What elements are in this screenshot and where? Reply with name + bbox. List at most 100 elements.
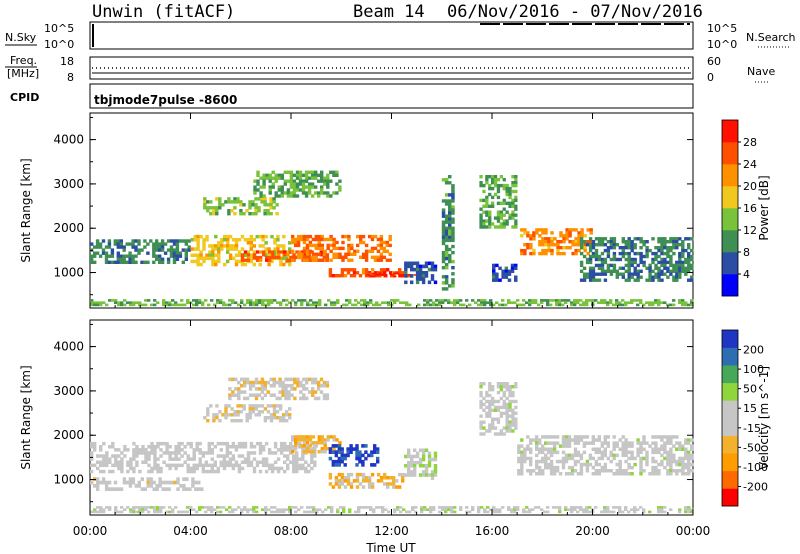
scatter-cell xyxy=(603,257,608,262)
scatter-cell xyxy=(208,253,212,257)
scatter-cell xyxy=(326,182,330,186)
scatter-cell xyxy=(114,460,118,464)
scatter-cell xyxy=(546,510,550,514)
scatter-cell xyxy=(345,299,349,302)
scatter-cell xyxy=(341,258,345,262)
scatter-cell xyxy=(303,299,307,302)
scatter-cell xyxy=(651,459,655,464)
scatter-cell xyxy=(462,303,466,307)
scatter-cell xyxy=(343,485,348,489)
scatter-cell xyxy=(308,240,313,245)
scatter-cell xyxy=(289,182,294,186)
scatter-cell xyxy=(690,444,694,448)
scatter-cell xyxy=(636,450,640,455)
scatter-cell xyxy=(261,303,265,307)
scatter-cell xyxy=(203,203,207,207)
scatter-cell xyxy=(547,248,551,253)
scatter-cell xyxy=(138,448,142,452)
scatter-cell xyxy=(600,251,605,256)
scatter-cell xyxy=(376,249,381,253)
scatter-cell xyxy=(565,246,569,250)
scatter-cell xyxy=(119,257,123,261)
scatter-cell xyxy=(413,454,417,459)
scatter-cell xyxy=(597,243,602,247)
colorbar-tick-label: 15 xyxy=(743,402,757,415)
scatter-cell xyxy=(158,248,162,252)
scatter-cell xyxy=(276,238,280,242)
scatter-cell xyxy=(510,269,515,273)
scatter-cell xyxy=(177,441,181,446)
scatter-cell xyxy=(364,243,369,248)
colorbar-segment xyxy=(722,142,738,165)
scatter-cell xyxy=(236,419,240,423)
scatter-cell xyxy=(672,303,676,307)
scatter-cell xyxy=(223,262,227,267)
scatter-cell xyxy=(258,469,263,474)
scatter-cell xyxy=(687,251,691,256)
scatter-cell xyxy=(257,387,262,391)
scatter-cell xyxy=(444,253,449,258)
scatter-cell xyxy=(413,261,417,266)
scatter-cell xyxy=(249,244,253,248)
scatter-cell xyxy=(147,510,151,514)
scatter-cell xyxy=(131,477,136,481)
scatter-cell xyxy=(546,301,550,304)
scatter-cell xyxy=(320,234,324,239)
scatter-cell xyxy=(105,457,109,461)
scatter-cell xyxy=(329,258,333,262)
scatter-cell xyxy=(597,254,602,259)
scatter-cell xyxy=(355,479,360,483)
scatter-cell xyxy=(251,404,255,408)
xtick-label: 04:00 xyxy=(173,524,208,538)
scatter-cell xyxy=(228,377,232,382)
scatter-cell xyxy=(262,194,266,198)
scatter-cell xyxy=(382,246,386,251)
scatter-cell xyxy=(316,383,321,388)
scatter-cell xyxy=(488,175,492,179)
scatter-cell xyxy=(264,303,268,307)
scatter-cell xyxy=(645,450,649,455)
scatter-cell xyxy=(271,170,275,174)
scatter-region-1 xyxy=(190,234,292,267)
scatter-cell xyxy=(489,508,493,511)
scatter-cell xyxy=(119,260,123,264)
scatter-cell xyxy=(117,466,121,471)
scatter-cell xyxy=(276,469,281,474)
scatter-cell xyxy=(675,269,679,273)
scatter-cell xyxy=(209,404,213,408)
scatter-cell xyxy=(687,246,691,250)
scatter-cell xyxy=(420,510,424,514)
scatter-cell xyxy=(552,450,557,455)
scatter-cell xyxy=(129,466,133,471)
scatter-cell xyxy=(184,248,188,252)
scatter-cell xyxy=(180,299,184,302)
scatter-cell xyxy=(301,173,306,177)
scatter-cell xyxy=(636,263,640,268)
scatter-cell xyxy=(615,301,619,304)
scatter-cell xyxy=(567,453,572,458)
plot-frame xyxy=(89,112,694,309)
scatter-cell xyxy=(226,234,230,239)
scatter-cell xyxy=(199,256,203,261)
scatter-cell xyxy=(681,469,685,473)
scatter-cell xyxy=(612,269,617,273)
scatter-cell xyxy=(373,234,378,239)
scatter-cell xyxy=(282,247,286,251)
scatter-cell xyxy=(246,256,251,261)
scatter-cell xyxy=(266,380,270,385)
scatter-cell xyxy=(231,238,236,242)
scatter-cell xyxy=(96,460,100,464)
scatter-cell xyxy=(218,419,222,423)
scatter-cell xyxy=(612,447,616,451)
scatter-cell xyxy=(558,508,562,511)
scatter-cell xyxy=(444,238,449,243)
scatter-cell xyxy=(295,182,300,186)
scatter-region-12 xyxy=(520,228,593,256)
scatter-cell xyxy=(544,456,548,461)
scatter-cell xyxy=(113,239,117,243)
scatter-cell xyxy=(260,200,264,204)
scatter-cell xyxy=(243,238,248,242)
scatter-cell xyxy=(552,435,557,439)
scatter-cell xyxy=(570,472,575,476)
scatter-cell xyxy=(627,257,631,262)
